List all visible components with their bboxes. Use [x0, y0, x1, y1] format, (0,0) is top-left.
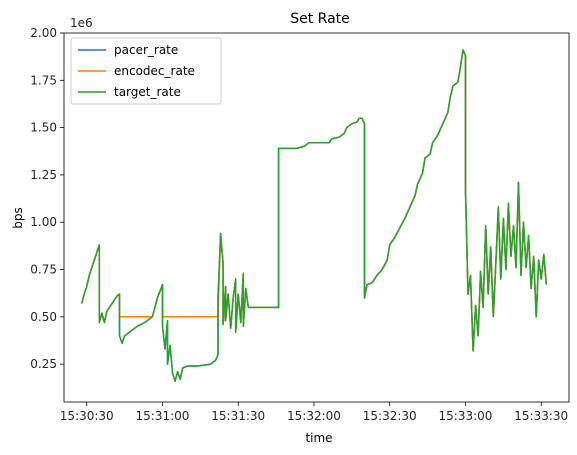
series-line-target-rate — [80, 49, 548, 382]
y-tick-label: 0.50 — [30, 310, 57, 324]
y-tick-label: 0.75 — [30, 263, 57, 277]
x-tick-label: 15:32:30 — [363, 409, 417, 423]
x-tick-label: 15:31:00 — [136, 409, 190, 423]
plot-frame — [63, 32, 570, 403]
y-tick-label: 1.50 — [30, 121, 57, 135]
y-axis-ticks: 0.25 0.50 0.75 1.00 1.25 1.50 1.75 2.00 — [30, 26, 64, 371]
legend-label: target_rate — [114, 85, 181, 99]
y-tick-label: 1.75 — [30, 73, 57, 87]
x-axis-ticks: 15:30:30 15:31:00 15:31:30 15:32:00 15:32:30… — [60, 402, 568, 423]
x-tick-label: 15:31:30 — [211, 409, 265, 423]
plot-lines — [80, 49, 548, 382]
y-tick-label: 2.00 — [30, 26, 57, 40]
y-tick-label: 0.25 — [30, 357, 57, 371]
legend-box — [70, 37, 222, 105]
y-axis-label: bps — [11, 207, 25, 229]
x-tick-label: 15:32:00 — [287, 409, 341, 423]
chart-title: Set Rate — [290, 11, 350, 27]
y-tick-label: 1.25 — [30, 168, 57, 182]
x-tick-label: 15:33:30 — [514, 409, 568, 423]
x-axis-label: time — [305, 431, 332, 445]
x-tick-label: 15:33:00 — [439, 409, 493, 423]
x-tick-label: 15:30:30 — [60, 409, 114, 423]
legend-label: pacer_rate — [114, 43, 178, 57]
y-offset-label: 1e6 — [70, 16, 93, 30]
legend: pacer_rate encodec_rate target_rate — [70, 37, 222, 105]
y-tick-label: 1.00 — [30, 215, 57, 229]
legend-label: encodec_rate — [114, 64, 195, 78]
